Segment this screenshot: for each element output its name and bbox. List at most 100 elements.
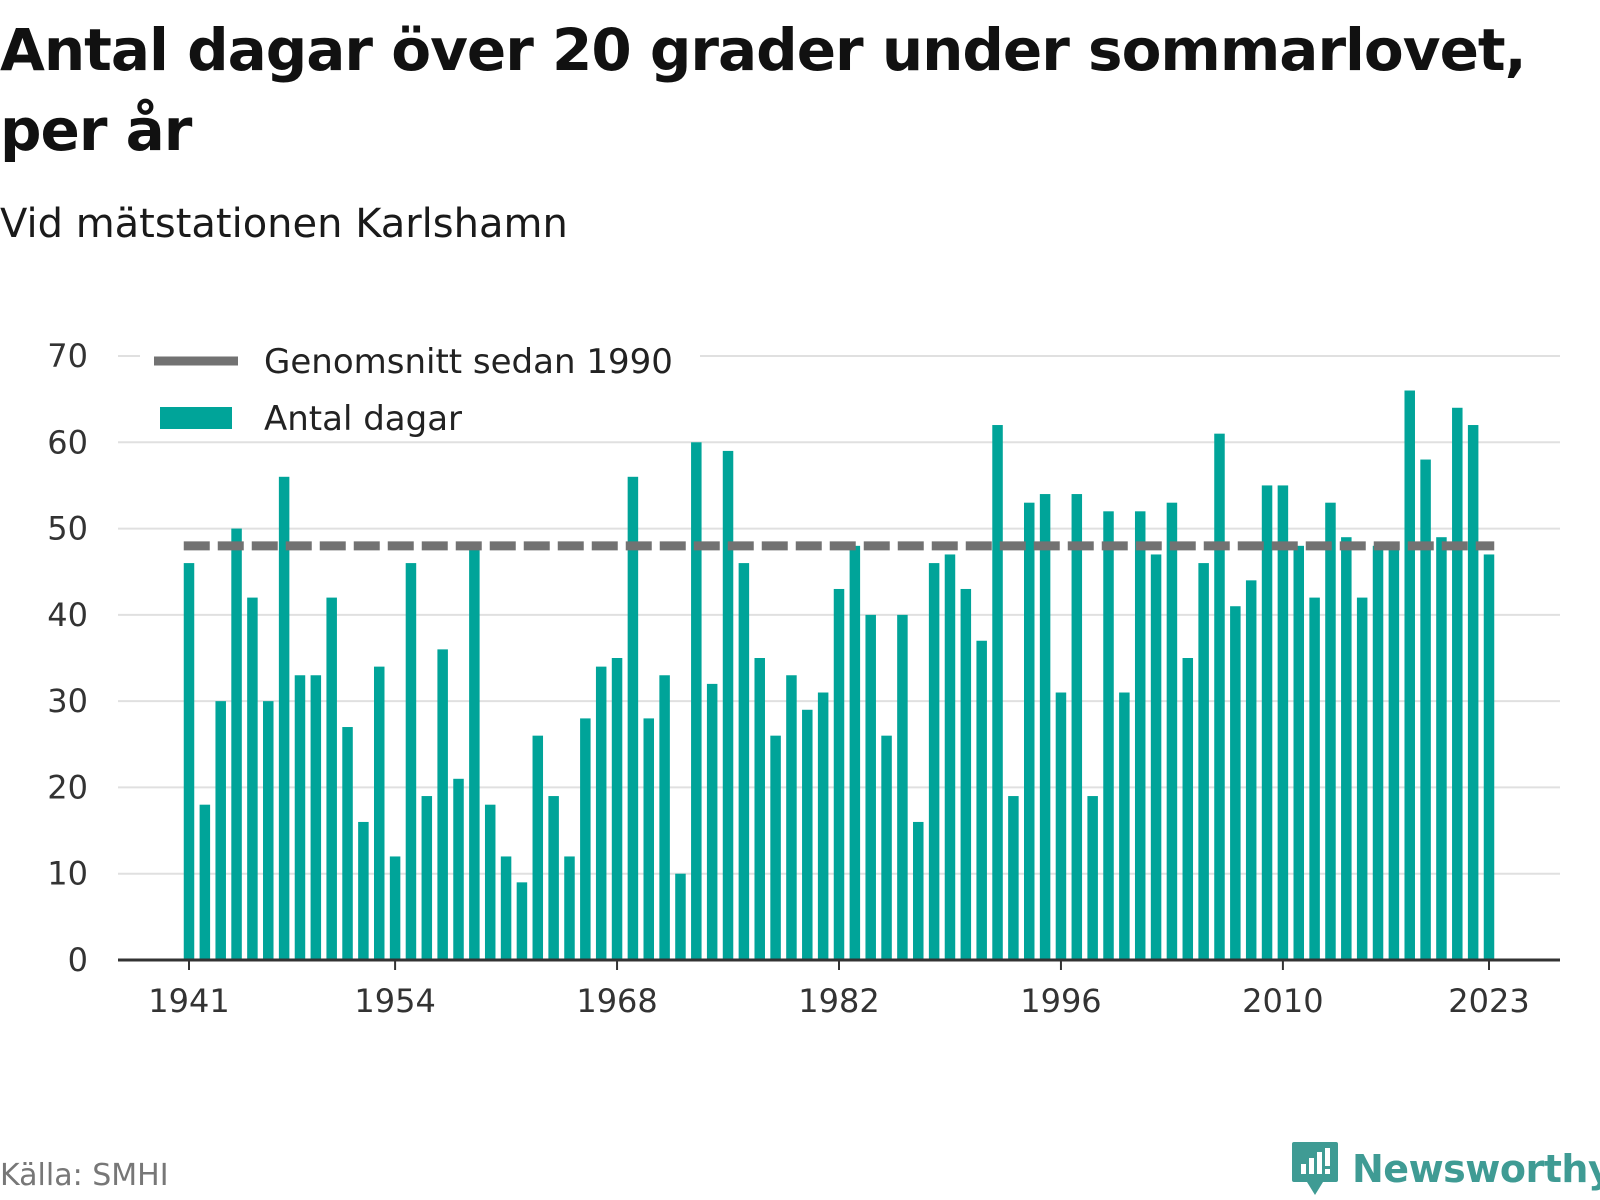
bar-2011: [1293, 545, 1305, 960]
axes: 0 10 20 30 40 50 60 70 1941 1954 1968 1982 1996 2010 2…: [47, 337, 1560, 1020]
bar-1986: [897, 614, 908, 960]
bar-1957: [437, 649, 448, 960]
bar-1997: [1071, 494, 1083, 960]
bar-1973: [691, 442, 702, 960]
bar-1992: [992, 425, 1003, 960]
chart-subtitle: Vid mätstationen Karlshamn: [0, 201, 568, 247]
bar-2003: [1166, 502, 1178, 960]
bar-2013: [1325, 502, 1336, 960]
bar-1941: [183, 563, 195, 960]
bar-1966: [580, 718, 591, 960]
bar-1981: [817, 692, 829, 960]
bar-1968: [611, 658, 623, 960]
bar-2014: [1341, 537, 1352, 960]
bar-1977: [754, 658, 765, 960]
bar-1987: [913, 821, 924, 960]
brand-name: Newsworthy: [1352, 1147, 1600, 1191]
bar-1950: [326, 597, 337, 960]
bar-2006: [1214, 433, 1225, 961]
source-note: Källa: SMHI: [0, 1158, 169, 1193]
bar-1991: [976, 640, 987, 960]
bar-1964: [548, 796, 559, 960]
bar-1988: [928, 563, 940, 960]
bar-1949: [310, 675, 322, 960]
bar-1965: [564, 856, 575, 960]
bar-1970: [643, 718, 655, 960]
bar-2016: [1372, 545, 1384, 960]
bar-1944: [231, 528, 242, 960]
bar-1948: [294, 675, 306, 960]
bar-1961: [500, 856, 512, 960]
x-tick-label: 1941: [148, 982, 229, 1020]
x-tick-label: 1996: [1020, 982, 1101, 1020]
bar-1969: [627, 476, 639, 960]
bar-1954: [389, 856, 401, 960]
legend-swatch-bars: [160, 407, 232, 429]
bar-2002: [1150, 554, 1162, 960]
bar-2022: [1467, 425, 1479, 960]
bar-1976: [738, 563, 750, 960]
bar-1984: [865, 614, 876, 960]
bar-1995: [1039, 494, 1051, 960]
x-tick-label: 1982: [798, 982, 879, 1020]
bar-1975: [722, 450, 734, 960]
chart-title: Antal dagar över 20 grader under sommarl…: [0, 16, 1527, 164]
bar-1996: [1055, 692, 1067, 960]
bar-1982: [833, 588, 845, 960]
bar-1963: [532, 735, 544, 960]
bar-2020: [1436, 537, 1447, 960]
bar-1999: [1103, 511, 1114, 960]
bar-1974: [706, 683, 718, 960]
bar-1945: [247, 597, 258, 960]
y-tick-label: 30: [47, 682, 88, 720]
bar-2008: [1245, 580, 1257, 960]
bar-1994: [1023, 502, 1035, 960]
legend-label-average: Genomsnitt sedan 1990: [264, 342, 673, 382]
bar-1953: [373, 666, 385, 960]
bar-1943: [215, 701, 226, 960]
bar-2010: [1277, 485, 1289, 960]
bar-2009: [1261, 485, 1273, 960]
bar-2012: [1309, 597, 1320, 960]
bar-1946: [263, 701, 274, 960]
y-tick-label: 20: [47, 768, 88, 806]
bar-2005: [1198, 563, 1209, 960]
bar-1951: [342, 727, 353, 960]
x-tick-label: 1954: [354, 982, 435, 1020]
x-tick-label: 1968: [576, 982, 657, 1020]
bar-1947: [278, 476, 290, 960]
bar-1993: [1008, 796, 1019, 960]
bar-1952: [358, 821, 369, 960]
x-tick-label: 2023: [1448, 982, 1529, 1020]
bar-1942: [199, 804, 211, 960]
bar-2019: [1420, 459, 1431, 960]
bar-1980: [802, 709, 813, 960]
bar-1978: [770, 735, 781, 960]
brand-logo: Newsworthy: [1290, 1140, 1600, 1198]
bar-1990: [960, 588, 972, 960]
bar-1967: [595, 666, 607, 960]
bar-2018: [1404, 390, 1415, 960]
bar-2007: [1230, 606, 1241, 960]
y-tick-label: 70: [47, 337, 88, 375]
bar-1959: [469, 545, 480, 960]
newsworthy-logo-icon: [1292, 1142, 1338, 1195]
bar-2001: [1134, 511, 1146, 960]
bar-2023: [1483, 554, 1495, 960]
bar-1985: [881, 735, 892, 960]
y-tick-label: 50: [47, 510, 88, 548]
y-tick-label: 60: [47, 423, 88, 461]
legend-label-bars: Antal dagar: [264, 399, 462, 439]
bar-1983: [849, 545, 861, 960]
bar-1979: [786, 675, 797, 960]
bar-1989: [944, 554, 956, 960]
bar-2000: [1119, 692, 1130, 960]
bar-1972: [675, 873, 686, 960]
bar-1971: [659, 675, 670, 960]
bar-2021: [1452, 407, 1463, 960]
y-tick-label: 0: [68, 941, 88, 979]
bar-1962: [516, 882, 528, 960]
bar-1960: [484, 804, 496, 960]
bars: [183, 390, 1495, 961]
y-tick-label: 10: [47, 855, 88, 893]
